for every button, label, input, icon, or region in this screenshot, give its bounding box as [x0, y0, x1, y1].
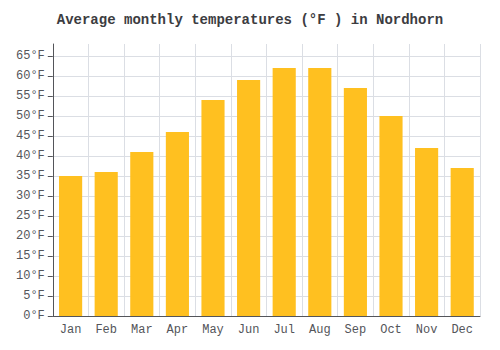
svg-text:45°F: 45°F [16, 129, 45, 143]
svg-text:55°F: 55°F [16, 89, 45, 103]
svg-text:Apr: Apr [167, 323, 189, 337]
svg-text:May: May [202, 323, 224, 337]
svg-text:Sep: Sep [345, 323, 367, 337]
svg-text:Oct: Oct [380, 323, 402, 337]
svg-text:60°F: 60°F [16, 69, 45, 83]
svg-text:Jan: Jan [60, 323, 82, 337]
svg-text:10°F: 10°F [16, 269, 45, 283]
svg-text:Average monthly temperatures (: Average monthly temperatures (°F ) in No… [57, 12, 443, 28]
svg-text:65°F: 65°F [16, 49, 45, 63]
svg-text:Dec: Dec [451, 323, 473, 337]
svg-text:15°F: 15°F [16, 249, 45, 263]
svg-text:0°F: 0°F [23, 309, 45, 323]
svg-text:Jun: Jun [238, 323, 260, 337]
svg-text:30°F: 30°F [16, 189, 45, 203]
svg-text:25°F: 25°F [16, 209, 45, 223]
svg-text:Aug: Aug [309, 323, 331, 337]
svg-text:40°F: 40°F [16, 149, 45, 163]
svg-text:Feb: Feb [95, 323, 117, 337]
svg-text:20°F: 20°F [16, 229, 45, 243]
svg-text:50°F: 50°F [16, 109, 45, 123]
svg-text:Jul: Jul [273, 323, 295, 337]
svg-text:Nov: Nov [416, 323, 438, 337]
svg-text:5°F: 5°F [23, 289, 45, 303]
svg-text:Mar: Mar [131, 323, 153, 337]
svg-text:35°F: 35°F [16, 169, 45, 183]
